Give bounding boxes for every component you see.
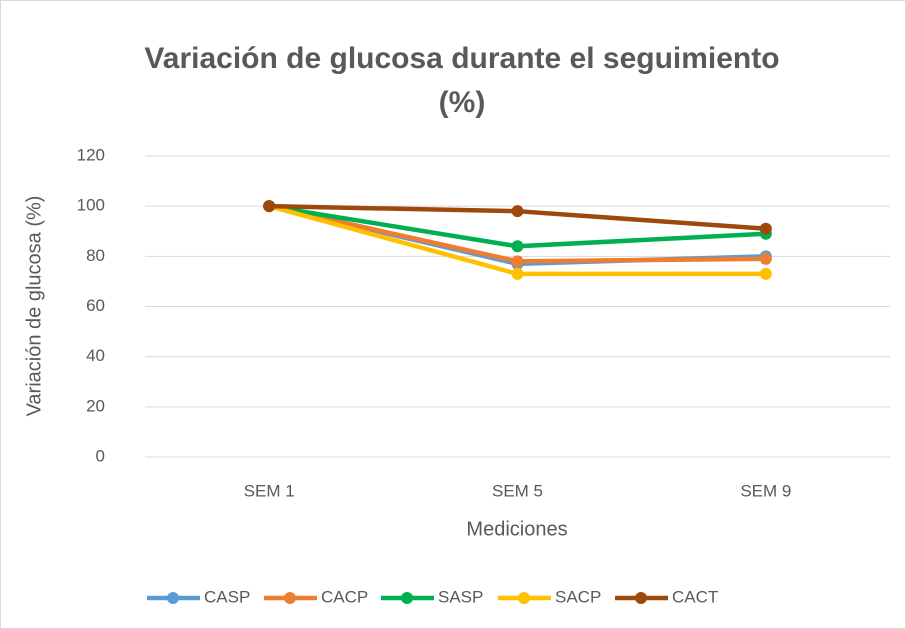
data-point bbox=[263, 200, 276, 213]
x-tick-label: SEM 5 bbox=[492, 481, 543, 500]
data-point bbox=[759, 252, 772, 265]
legend-label: CACP bbox=[321, 587, 368, 606]
data-point bbox=[511, 255, 524, 268]
data-point bbox=[511, 205, 524, 218]
legend-marker bbox=[167, 592, 179, 604]
x-tick-label: SEM 9 bbox=[740, 481, 791, 500]
y-tick-label: 0 bbox=[96, 446, 105, 465]
legend-label: SACP bbox=[555, 587, 601, 606]
y-axis-title: Variación de glucosa (%) bbox=[23, 196, 45, 417]
y-tick-label: 80 bbox=[86, 246, 105, 265]
data-point bbox=[511, 267, 524, 280]
data-point bbox=[759, 222, 772, 235]
legend-marker bbox=[401, 592, 413, 604]
data-point bbox=[759, 267, 772, 280]
y-tick-label: 100 bbox=[77, 196, 105, 215]
data-point bbox=[511, 240, 524, 253]
y-tick-label: 60 bbox=[86, 296, 105, 315]
legend-label: CASP bbox=[204, 587, 250, 606]
legend-label: SASP bbox=[438, 587, 483, 606]
y-tick-label: 40 bbox=[86, 346, 105, 365]
legend-marker bbox=[284, 592, 296, 604]
y-tick-label: 120 bbox=[77, 145, 105, 164]
legend-marker bbox=[518, 592, 530, 604]
legend-marker bbox=[635, 592, 647, 604]
y-tick-label: 20 bbox=[86, 396, 105, 415]
legend-label: CACT bbox=[672, 587, 718, 606]
x-axis-title: Mediciones bbox=[466, 518, 567, 540]
chart-title: Variación de glucosa durante el seguimie… bbox=[144, 42, 779, 119]
x-tick-label: SEM 1 bbox=[244, 481, 295, 500]
